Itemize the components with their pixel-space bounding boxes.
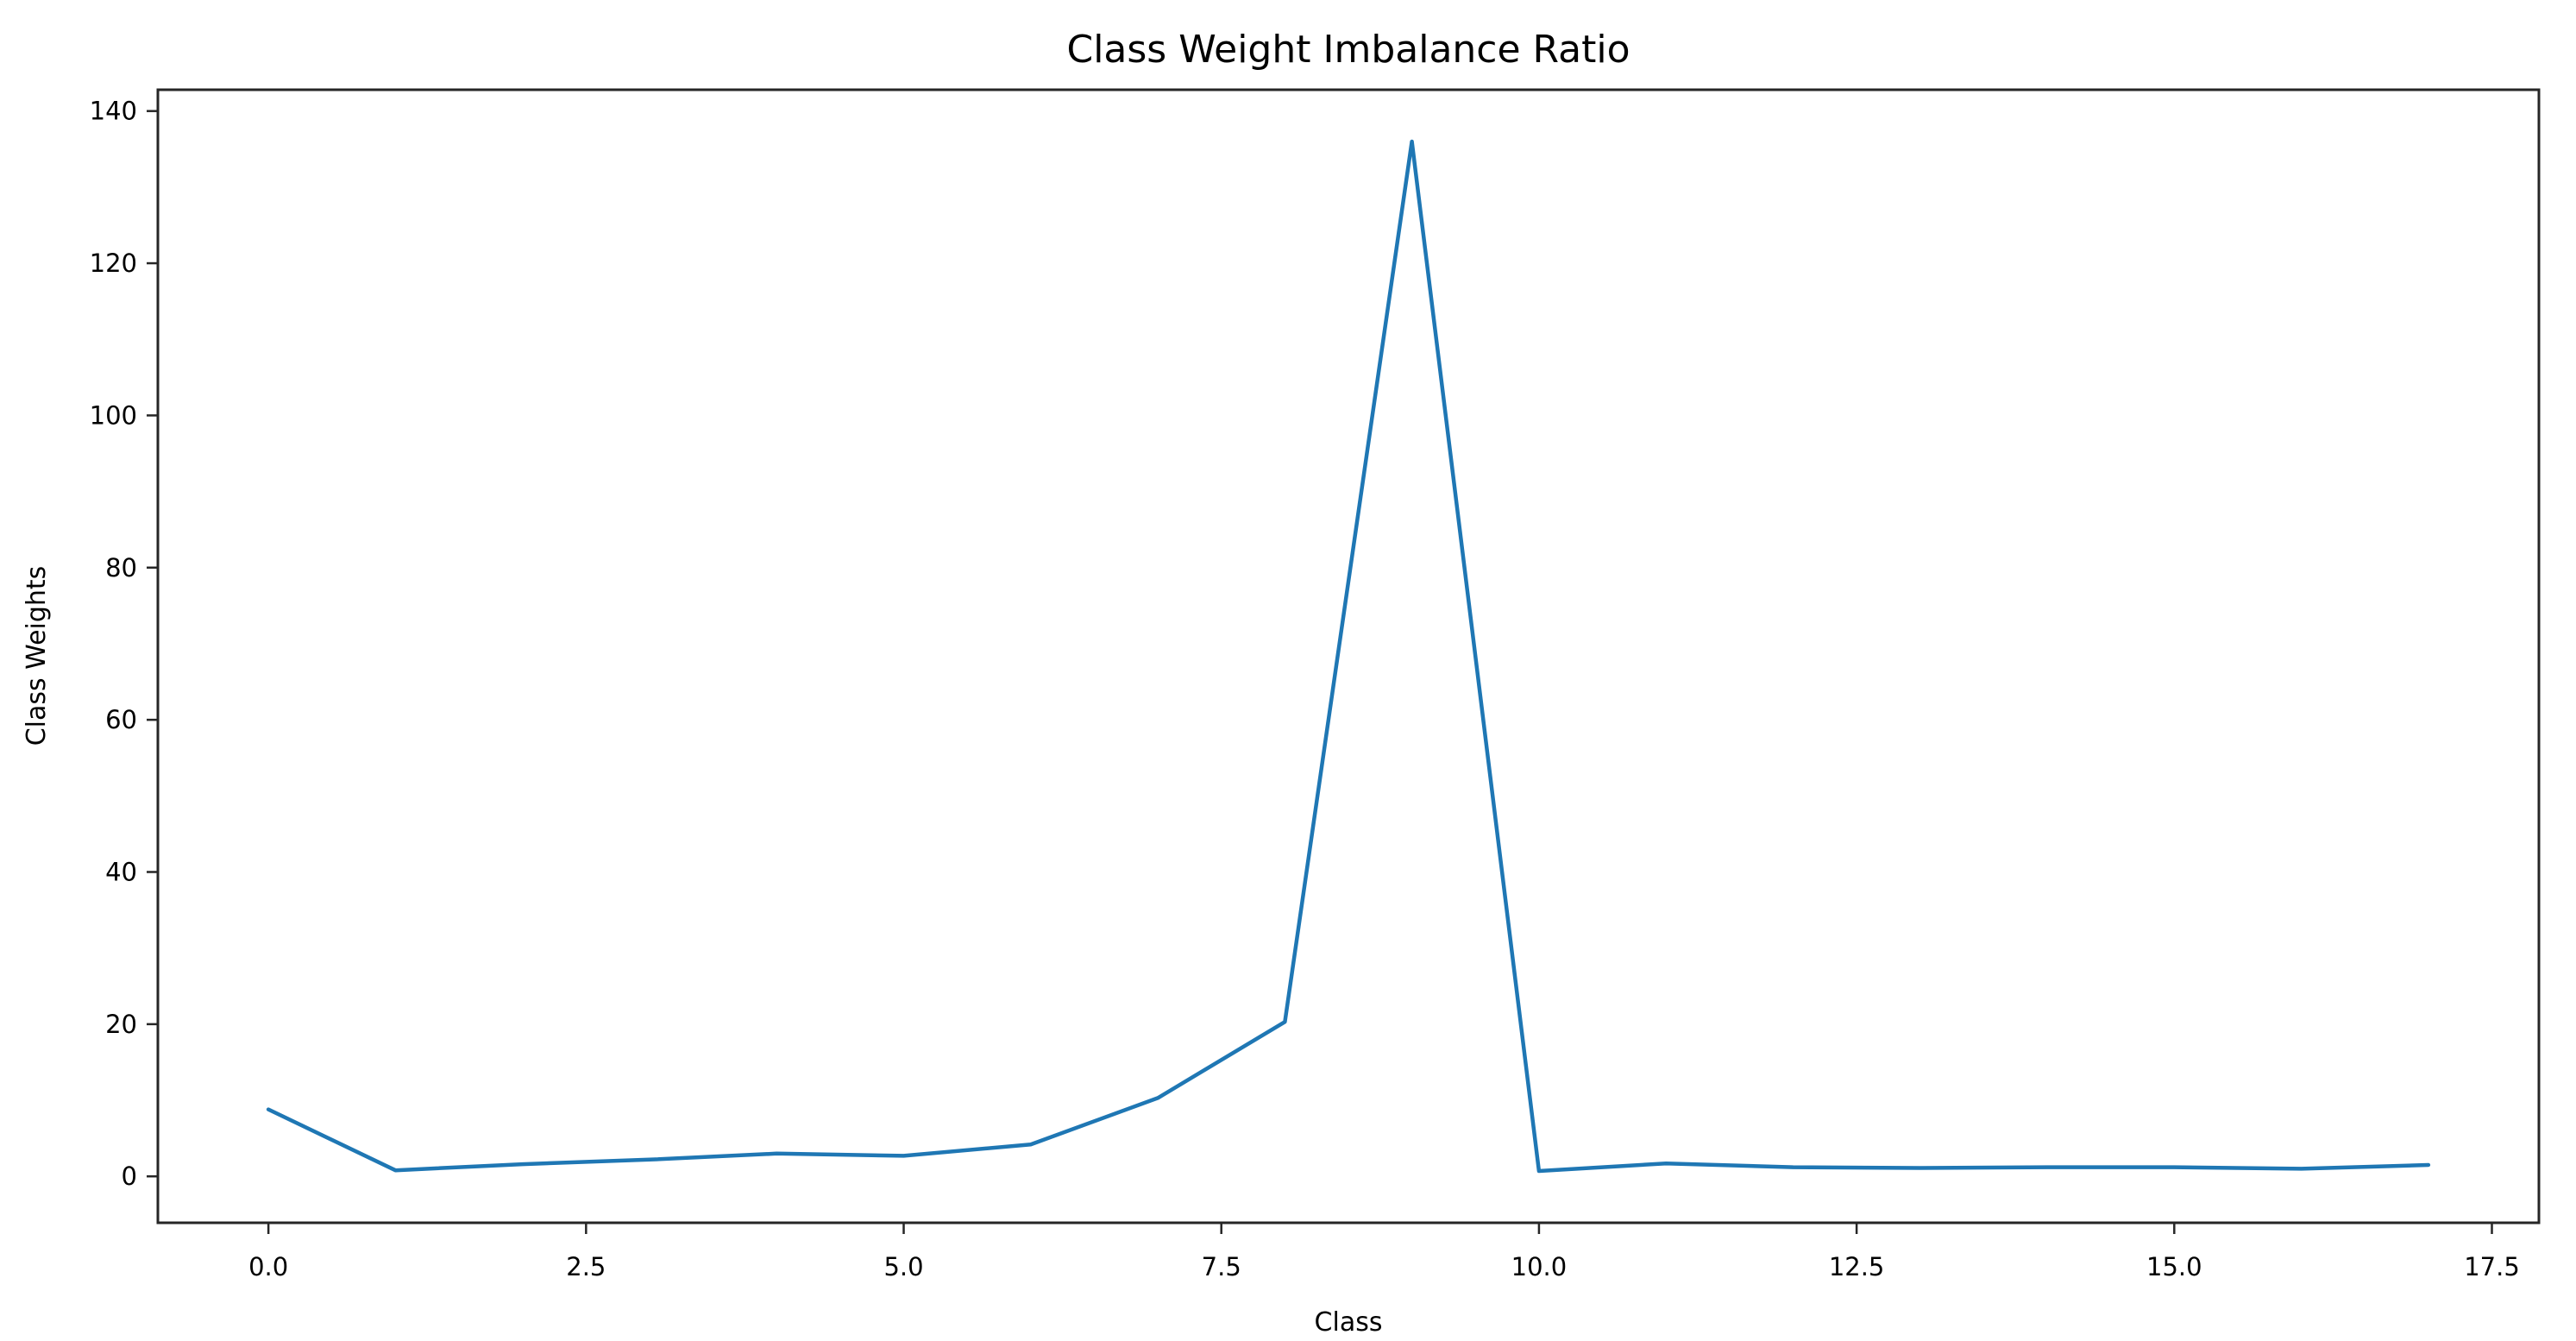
x-tick-label: 7.5 <box>1202 1252 1241 1281</box>
x-tick-label: 17.5 <box>2464 1252 2520 1281</box>
y-tick-label: 60 <box>105 705 137 734</box>
chart-title: Class Weight Imbalance Ratio <box>1066 28 1630 72</box>
series-group <box>266 139 2431 1174</box>
x-tick-label: 15.0 <box>2146 1252 2202 1281</box>
y-axis-label: Class Weights <box>22 566 52 746</box>
y-tick-label: 140 <box>90 97 137 126</box>
y-tick-label: 0 <box>122 1162 137 1191</box>
x-tick-label: 5.0 <box>883 1252 923 1281</box>
x-tick-label: 10.0 <box>1511 1252 1568 1281</box>
plot-area <box>158 90 2539 1223</box>
axes-spines <box>156 88 2541 1225</box>
x-tick-label: 2.5 <box>566 1252 606 1281</box>
y-tick-label: 40 <box>105 857 137 886</box>
x-tick-label: 0.0 <box>248 1252 288 1281</box>
y-tick-label: 20 <box>105 1010 137 1039</box>
x-axis-label: Class <box>1315 1307 1383 1338</box>
x-ticks-group: 0.0 2.5 5.0 7.5 10.0 12.5 15.0 17.5 <box>248 1223 2520 1281</box>
y-tick-label: 100 <box>90 400 137 430</box>
y-tick-label: 120 <box>90 249 137 278</box>
y-ticks-group: 0 20 40 60 80 100 120 140 <box>90 97 158 1191</box>
x-tick-label: 12.5 <box>1829 1252 1885 1281</box>
class-weights-line <box>266 139 2431 1174</box>
y-tick-label: 80 <box>105 553 137 582</box>
